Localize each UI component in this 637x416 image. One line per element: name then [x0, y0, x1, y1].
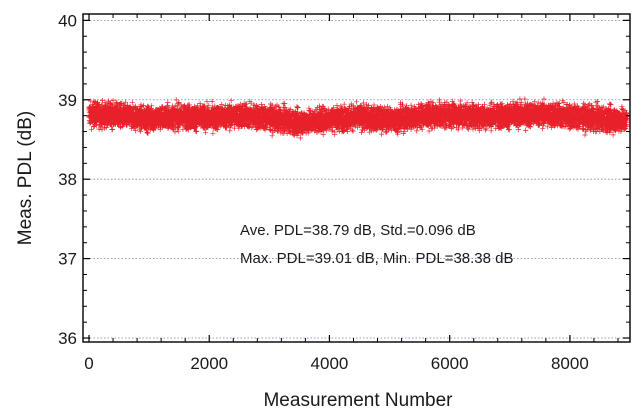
y-tick-label: 36 — [58, 329, 77, 348]
x-tick-label: 4000 — [311, 354, 349, 373]
y-tick-label: 39 — [58, 91, 77, 110]
plot-frame — [82, 13, 631, 343]
x-axis-label: Measurement Number — [263, 390, 453, 411]
y-tick-label: 40 — [58, 11, 77, 30]
annotation-line-1: Ave. PDL=38.79 dB, Std.=0.096 dB — [240, 222, 476, 239]
x-tick-label: 2000 — [190, 354, 228, 373]
series-points-pdl — [86, 96, 630, 141]
y-tick-label: 38 — [58, 170, 77, 189]
y-tick-label: 37 — [58, 250, 77, 269]
x-tick-label: 6000 — [431, 354, 469, 373]
x-tick-label: 8000 — [551, 354, 589, 373]
y-axis-label: Meas. PDL (dB) — [15, 111, 36, 245]
x-tick-label: 0 — [84, 354, 93, 373]
annotation-line-2: Max. PDL=39.01 dB, Min. PDL=38.38 dB — [240, 250, 514, 267]
grid-lines — [83, 19, 630, 339]
axis-ticks — [83, 14, 630, 342]
tick-labels: 36 37 38 39 40 0 2000 4000 6000 8000 — [58, 11, 589, 373]
data-points — [86, 96, 630, 141]
